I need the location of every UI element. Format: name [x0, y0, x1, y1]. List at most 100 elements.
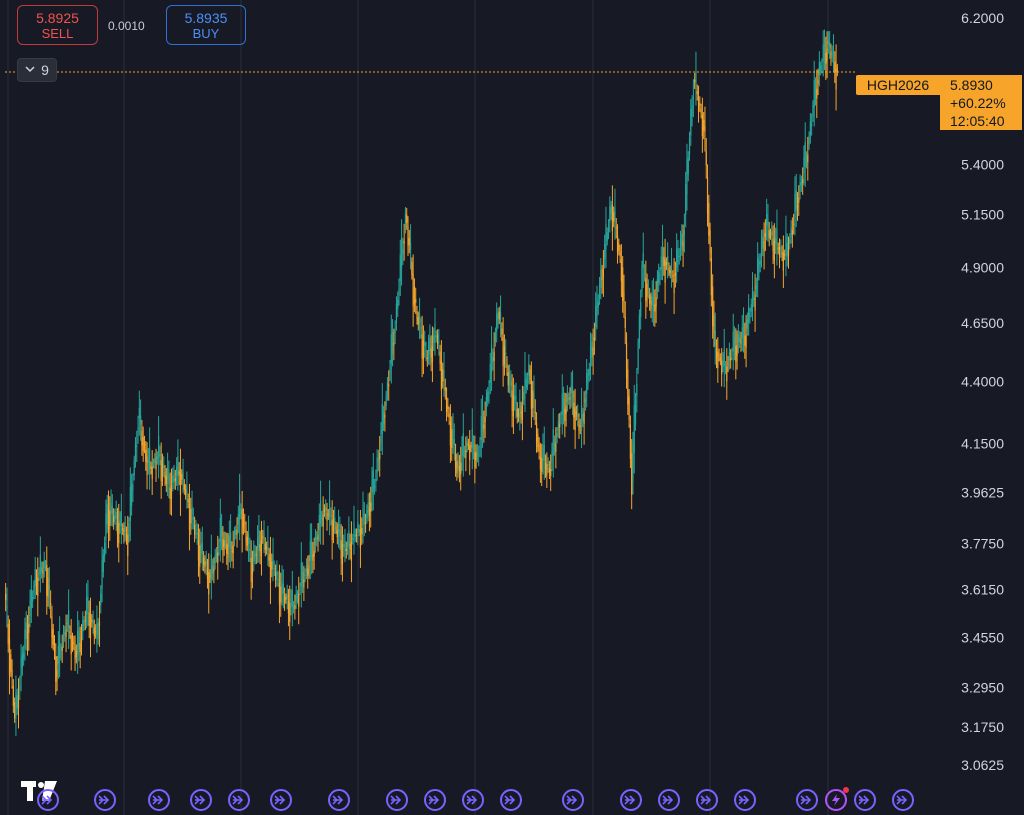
- candle-body: [692, 97, 694, 99]
- replay-arrow-icon[interactable]: [270, 789, 292, 811]
- replay-arrow-icon[interactable]: [562, 789, 584, 811]
- candle-body: [282, 583, 284, 594]
- candle-body: [268, 554, 270, 561]
- candle-body: [412, 274, 414, 307]
- candle-body: [231, 550, 233, 552]
- candle-body: [510, 381, 512, 386]
- candle-body: [253, 550, 255, 562]
- candle-body: [179, 469, 182, 495]
- candle-body: [352, 538, 354, 541]
- candle-body: [718, 354, 720, 356]
- candle-body: [580, 405, 583, 431]
- candle-body: [281, 580, 283, 591]
- candle-body: [376, 457, 378, 473]
- candle-body: [110, 502, 112, 513]
- replay-arrow-icon[interactable]: [190, 789, 212, 811]
- candle-body: [777, 247, 779, 250]
- candle-body: [637, 342, 639, 370]
- candle-body: [465, 449, 467, 458]
- candle-body: [83, 621, 85, 626]
- candle-body: [215, 551, 218, 558]
- last-price-change: +60.22%: [950, 95, 1006, 111]
- sell-button[interactable]: 5.8925 SELL: [17, 5, 98, 45]
- candle-body: [7, 623, 9, 645]
- candle-body: [593, 337, 595, 341]
- candle-body: [744, 335, 746, 346]
- candle-body: [712, 286, 714, 327]
- candle-body: [114, 515, 116, 518]
- candle-body: [118, 522, 120, 544]
- candle-body: [776, 228, 778, 247]
- replay-arrow-icon[interactable]: [94, 789, 116, 811]
- candle-body: [5, 593, 7, 601]
- replay-arrow-icon[interactable]: [228, 789, 250, 811]
- candle-body: [123, 529, 125, 536]
- candle-body: [127, 534, 129, 556]
- candle-body: [192, 517, 194, 520]
- candle-body: [496, 313, 498, 332]
- last-price-tag: 5.8930 +60.22% 12:05:40: [940, 75, 1022, 130]
- candle-body: [715, 348, 718, 359]
- replay-arrow-icon[interactable]: [734, 789, 756, 811]
- replay-arrow-icon[interactable]: [696, 789, 718, 811]
- indicators-toggle-button[interactable]: 9: [17, 58, 57, 82]
- candle-body: [706, 176, 709, 214]
- candle-body: [84, 620, 86, 622]
- candle-body: [575, 411, 578, 415]
- candle-body: [116, 521, 119, 535]
- candle-body: [344, 540, 346, 551]
- flash-icon[interactable]: [825, 789, 847, 811]
- candle-body: [323, 509, 326, 512]
- candle-body: [161, 463, 164, 476]
- candle-body: [780, 246, 782, 251]
- candle-body: [818, 62, 820, 76]
- candle-body: [73, 642, 75, 644]
- candle-body: [762, 236, 764, 249]
- replay-arrow-icon[interactable]: [796, 789, 818, 811]
- buy-button[interactable]: 5.8935 BUY: [166, 5, 246, 45]
- replay-arrow-icon[interactable]: [148, 789, 170, 811]
- replay-arrow-icon[interactable]: [854, 789, 876, 811]
- candle-body: [262, 536, 264, 538]
- candle-body: [812, 105, 814, 117]
- candle-body: [538, 444, 540, 452]
- candle-body: [660, 256, 662, 271]
- replay-arrow-icon[interactable]: [892, 789, 914, 811]
- candle-body: [754, 294, 756, 311]
- candle-body: [406, 214, 408, 223]
- candle-body: [588, 369, 590, 376]
- candle-body: [237, 514, 239, 525]
- candle-body: [816, 88, 818, 99]
- candle-body: [251, 564, 254, 574]
- replay-arrow-icon[interactable]: [462, 789, 484, 811]
- replay-arrow-icon[interactable]: [500, 789, 522, 811]
- replay-arrow-icon[interactable]: [658, 789, 680, 811]
- candle-body: [138, 407, 140, 419]
- candle-body: [328, 499, 331, 516]
- candle-body: [146, 456, 148, 476]
- candle-body: [631, 452, 633, 496]
- candle-body: [665, 262, 667, 266]
- candle-body: [143, 443, 146, 446]
- replay-arrow-icon[interactable]: [328, 789, 350, 811]
- candle-body: [259, 543, 261, 552]
- candle-body: [546, 464, 548, 476]
- candle-body: [820, 65, 822, 71]
- replay-arrow-icon[interactable]: [386, 789, 408, 811]
- candle-body: [505, 352, 507, 355]
- candle-body: [208, 572, 210, 595]
- replay-arrow-icon[interactable]: [37, 789, 59, 811]
- replay-arrow-icon[interactable]: [620, 789, 642, 811]
- chevron-down-icon: [25, 64, 35, 76]
- candle-body: [813, 79, 815, 108]
- candle-body: [200, 544, 202, 551]
- candle-body: [574, 407, 576, 431]
- candle-body: [645, 278, 647, 301]
- candle-body: [661, 241, 664, 264]
- candle-body: [388, 384, 390, 387]
- candle-body: [191, 505, 193, 515]
- candle-body: [442, 369, 444, 382]
- candle-body: [796, 204, 799, 209]
- replay-arrow-icon[interactable]: [424, 789, 446, 811]
